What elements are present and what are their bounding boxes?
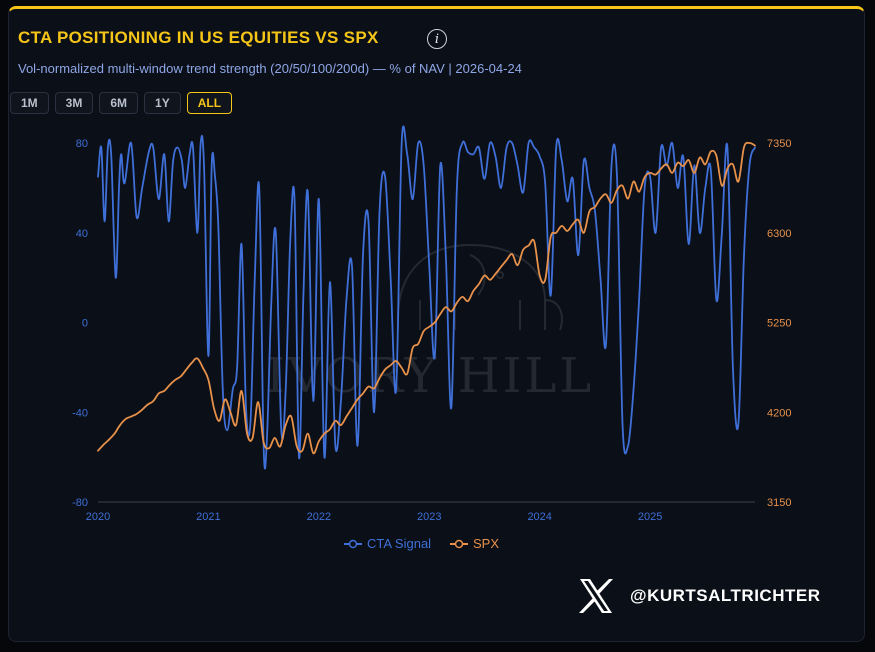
x-logo-icon	[579, 579, 613, 613]
y-right-tick-label-3: 4200	[767, 407, 791, 419]
info-icon[interactable]: i	[427, 29, 447, 49]
watermark: IVORY HILL	[266, 243, 594, 404]
range-button-1m[interactable]: 1M	[10, 92, 49, 114]
y-left-tick-label-3: -40	[72, 407, 88, 419]
legend: CTA Signal SPX	[344, 536, 499, 551]
y-right-tick-label-2: 5250	[767, 318, 791, 330]
series-layer	[97, 125, 756, 470]
x-tick-labels: 2020 2021 2022 2023 2024 2025	[86, 511, 663, 523]
range-button-6m[interactable]: 6M	[99, 92, 139, 114]
y-right-tick-label-4: 3150	[767, 497, 791, 509]
range-button-all[interactable]: ALL	[186, 92, 233, 114]
y-left-tick-labels: 80 40 0 -40 -80	[72, 138, 88, 509]
y-left-tick-label-0: 80	[76, 138, 88, 150]
legend-marker-cta	[348, 539, 358, 549]
y-right-tick-label-1: 6300	[767, 228, 791, 240]
social-handle-text: @KURTSALTRICHTER	[630, 586, 821, 605]
x-tick-label-0: 2020	[86, 511, 110, 523]
watermark-text: IVORY HILL	[266, 348, 594, 404]
chart-title: CTA POSITIONING IN US EQUITIES VS SPX	[18, 28, 379, 47]
legend-item-spx[interactable]: SPX	[450, 536, 499, 551]
y-left-tick-label-1: 40	[76, 228, 88, 240]
y-right-tick-label-0: 7350	[767, 138, 791, 150]
legend-label-cta: CTA Signal	[367, 536, 431, 551]
x-tick-label-1: 2021	[196, 511, 220, 523]
x-tick-label-4: 2024	[527, 511, 551, 523]
chart-subtitle: Vol-normalized multi-window trend streng…	[18, 61, 522, 76]
range-button-1y[interactable]: 1Y	[144, 92, 181, 114]
legend-label-spx: SPX	[473, 536, 499, 551]
series-line-cta	[97, 125, 756, 470]
x-tick-label-2: 2022	[307, 511, 331, 523]
series-line-spx	[97, 141, 756, 455]
range-selector: 1M 3M 6M 1Y ALL	[10, 92, 233, 114]
y-right-tick-labels: 7350 6300 5250 4200 3150	[767, 138, 791, 509]
y-left-tick-label-4: -80	[72, 497, 88, 509]
legend-item-cta[interactable]: CTA Signal	[344, 536, 431, 551]
x-tick-label-3: 2023	[417, 511, 441, 523]
y-left-tick-label-2: 0	[82, 318, 88, 330]
range-button-3m[interactable]: 3M	[54, 92, 94, 114]
legend-marker-spx	[454, 539, 464, 549]
x-tick-label-5: 2025	[638, 511, 662, 523]
social-handle: @KURTSALTRICHTER	[576, 576, 820, 616]
